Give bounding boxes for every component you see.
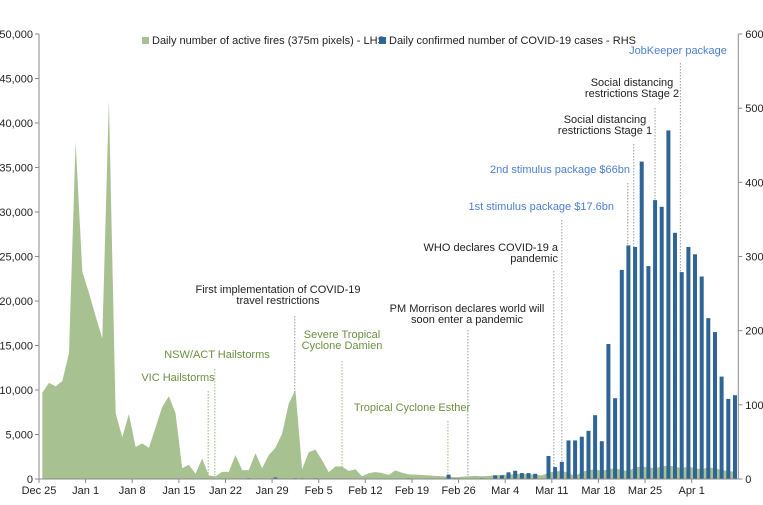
covid-bar <box>726 398 731 479</box>
left-axis-tick-label: 45,000 <box>0 74 33 86</box>
covid-bar <box>446 474 451 479</box>
x-axis-tick-label: Dec 25 <box>22 485 57 497</box>
x-axis-tick-label: Feb 12 <box>348 485 382 497</box>
covid-bar <box>513 470 518 479</box>
covid-bar <box>506 472 511 479</box>
right-axis-tick-label: 100 <box>745 400 763 412</box>
fires-area-series <box>42 99 736 480</box>
annotation-label: First implementation of COVID-19 <box>195 284 360 296</box>
x-axis-tick-label: Mar 4 <box>491 485 519 497</box>
covid-bar <box>706 318 711 479</box>
x-axis-tick-label: Jan 1 <box>72 485 99 497</box>
x-axis-tick-label: Jan 8 <box>119 485 146 497</box>
covid-bar <box>679 272 684 479</box>
covid-bar <box>693 254 697 479</box>
covid-bar <box>613 398 618 479</box>
covid-bar <box>273 477 278 479</box>
x-axis-tick-label: Jan 22 <box>209 485 242 497</box>
annotation-label: restrictions Stage 2 <box>585 88 679 100</box>
x-axis-tick-label: Feb 5 <box>305 485 333 497</box>
covid-bar <box>619 269 624 479</box>
covid-bar <box>699 276 704 479</box>
annotation-label: Tropical Cyclone Esther <box>354 402 471 414</box>
right-axis-tick-label: 300 <box>745 252 763 264</box>
annotation-label: Cyclone Damien <box>302 340 383 352</box>
covid-bar <box>593 415 598 479</box>
covid-bar <box>559 461 564 479</box>
covid-bar <box>633 246 638 479</box>
left-axis-tick-label: 30,000 <box>0 207 33 219</box>
x-axis-tick-label: Jan 15 <box>162 485 195 497</box>
covid-bar <box>553 467 558 479</box>
left-axis-tick-label: 25,000 <box>0 252 33 264</box>
covid-bar <box>653 200 658 479</box>
annotation-label: travel restrictions <box>236 295 320 307</box>
covid-bar <box>673 232 677 479</box>
annotation-label: pandemic <box>510 253 558 265</box>
legend-swatch-fires <box>142 37 149 44</box>
covid-bar <box>526 473 531 479</box>
covid-bar <box>719 376 724 479</box>
x-axis-tick-label: Mar 11 <box>535 485 568 497</box>
annotation-label: 2nd stimulus package $66bn <box>490 164 630 176</box>
left-axis-tick-label: 50,000 <box>0 29 33 41</box>
covid-bar <box>686 246 691 479</box>
covid-bar <box>646 266 651 479</box>
annotation-label: soon enter a pandemic <box>411 314 523 326</box>
x-axis-tick-label: Mar 18 <box>581 485 615 497</box>
annotation-label: WHO declares COVID-19 a <box>424 242 559 254</box>
right-axis-tick-label: 500 <box>745 103 763 115</box>
covid-bar-series <box>246 130 737 480</box>
left-axis-tick-label: 20,000 <box>0 296 33 308</box>
annotation-label: VIC Hailstorms <box>141 372 215 384</box>
left-axis-tick-label: 0 <box>27 474 33 486</box>
annotation-label: 1st stimulus package $17.6bn <box>468 201 614 213</box>
covid-bar <box>573 440 578 479</box>
covid-bar <box>733 395 737 479</box>
left-axis-tick-label: 10,000 <box>0 385 33 397</box>
annotation-label: restrictions Stage 1 <box>558 125 652 137</box>
left-axis-tick-label: 5,000 <box>5 430 33 442</box>
covid-bar <box>639 161 644 479</box>
x-axis-tick-label: Feb 26 <box>441 485 475 497</box>
legend-label-covid: Daily confirmed number of COVID-19 cases… <box>389 35 636 47</box>
covid-bar <box>626 245 631 479</box>
covid-bar <box>713 332 717 479</box>
annotation-label: Severe Tropical <box>304 329 380 341</box>
annotation-label: JobKeeper package <box>629 45 727 57</box>
covid-bar <box>533 473 538 479</box>
covid-bar <box>546 456 551 479</box>
annotation-label: NSW/ACT Hailstorms <box>164 349 270 361</box>
x-axis-tick-label: Jan 29 <box>256 485 289 497</box>
legend-swatch-covid <box>379 37 386 44</box>
right-axis-tick-label: 0 <box>745 474 751 486</box>
right-axis-tick-label: 600 <box>745 29 763 41</box>
covid-bar <box>666 130 671 479</box>
annotation-label: Social distancing <box>591 77 674 89</box>
left-axis-tick-label: 35,000 <box>0 163 33 175</box>
annotation-label: PM Morrison declares world will <box>390 303 545 315</box>
covid-bar <box>599 441 604 479</box>
covid-bar <box>586 430 591 479</box>
legend-label-fires: Daily number of active fires (375m pixel… <box>152 35 385 47</box>
covid-bar <box>579 436 584 479</box>
legend: Daily number of active fires (375m pixel… <box>142 35 636 47</box>
x-axis-tick-label: Apr 1 <box>679 485 705 497</box>
covid-bar <box>499 475 504 479</box>
covid-bar <box>659 206 664 480</box>
covid-bar <box>519 473 524 479</box>
covid-bar <box>606 344 611 479</box>
covid-bar <box>493 475 498 479</box>
right-axis-tick-label: 400 <box>745 177 763 189</box>
x-axis-tick-label: Mar 25 <box>628 485 662 497</box>
covid-bar <box>566 440 571 479</box>
right-axis-tick-label: 200 <box>745 326 763 338</box>
x-axis-tick-label: Feb 19 <box>395 485 429 497</box>
annotation-label: Social distancing <box>564 114 647 126</box>
left-axis-tick-label: 40,000 <box>0 118 33 130</box>
left-axis-tick-label: 15,000 <box>0 341 33 353</box>
